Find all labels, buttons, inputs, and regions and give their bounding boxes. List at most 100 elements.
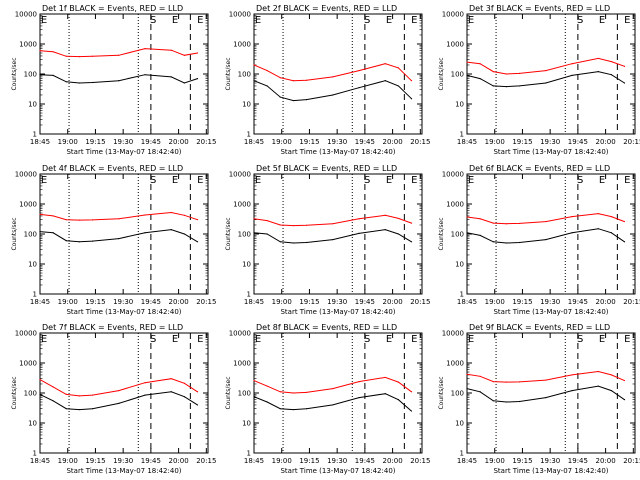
data-point — [292, 99, 294, 102]
y-tick-label: 1000 — [446, 201, 464, 209]
x-tick-label: 19:45 — [355, 298, 375, 306]
chart-panel-7: Det 7f BLACK = Events, RED = LLD 1 10 100 10… — [11, 323, 216, 475]
y-tick-label: 10000 — [229, 171, 251, 179]
data-point — [332, 388, 334, 390]
y-tick-label: 1 — [247, 131, 251, 139]
x-tick-label: 20:15 — [196, 138, 216, 146]
data-point — [279, 224, 281, 226]
y-tick-label: 10 — [455, 261, 464, 269]
data-point — [597, 71, 599, 73]
data-point — [305, 99, 308, 101]
event-marker-label: S — [577, 175, 583, 186]
x-tick-label: 18:45 — [30, 298, 50, 306]
x-tick-label: 19:15 — [512, 457, 532, 465]
event-marker-label: S — [577, 334, 583, 345]
data-point — [253, 80, 255, 82]
data-point — [78, 56, 80, 58]
x-tick-label: 19:45 — [568, 298, 588, 306]
data-point — [39, 378, 41, 381]
data-point — [623, 82, 626, 84]
data-point — [332, 239, 334, 241]
data-point — [397, 381, 399, 383]
data-point — [196, 219, 199, 221]
x-tick-label: 20:15 — [410, 457, 430, 465]
chart-title: Det 9f BLACK = Events, RED = LLD — [469, 323, 610, 332]
data-point — [52, 215, 54, 217]
data-point — [466, 388, 468, 390]
data-point — [266, 219, 268, 222]
data-point — [183, 82, 185, 84]
data-point — [292, 80, 294, 82]
x-tick-label: 19:00 — [58, 298, 78, 306]
plot-frame — [39, 13, 209, 135]
data-point — [183, 382, 185, 384]
data-point — [358, 69, 360, 72]
x-tick-label: 19:45 — [141, 457, 161, 465]
event-marker-label: E — [411, 15, 417, 26]
x-tick-label: 19:00 — [485, 298, 505, 306]
y-tick-label: 1 — [33, 450, 37, 458]
chart-panel-4: Det 4f BLACK = Events, RED = LLD 1 10 100 10… — [11, 164, 216, 316]
data-point — [610, 74, 612, 76]
data-point — [144, 232, 146, 234]
data-point — [144, 74, 146, 76]
data-point — [397, 85, 399, 87]
event-marker-label: S — [364, 15, 370, 26]
series-line-black — [39, 229, 198, 243]
data-point — [384, 229, 386, 231]
data-point — [505, 86, 507, 88]
data-point — [384, 393, 386, 395]
series-line-red — [39, 211, 198, 221]
x-tick-label: 19:45 — [568, 138, 588, 146]
data-point — [518, 72, 521, 74]
event-marker-label: E — [41, 15, 47, 26]
data-point — [623, 220, 626, 223]
data-point — [52, 74, 54, 76]
x-tick-label: 20:00 — [383, 138, 403, 146]
data-point — [52, 386, 54, 388]
chart-title: Det 8f BLACK = Events, RED = LLD — [256, 323, 397, 332]
data-point — [597, 212, 599, 215]
x-tick-label: 19:45 — [141, 138, 161, 146]
data-point — [91, 81, 94, 84]
event-marker-label: E — [624, 334, 630, 345]
data-point — [253, 64, 255, 66]
series-line-black — [39, 74, 198, 84]
plot-frame — [39, 332, 209, 454]
y-tick-label: 10000 — [229, 11, 251, 19]
data-point — [397, 67, 399, 69]
data-point — [183, 396, 185, 398]
plot-frame — [253, 173, 423, 295]
data-point — [266, 85, 268, 87]
data-point — [91, 394, 94, 396]
data-point — [518, 222, 521, 225]
y-tick-label: 100 — [24, 71, 37, 79]
data-point — [492, 400, 494, 402]
data-point — [65, 55, 67, 57]
x-tick-label: 19:15 — [85, 457, 105, 465]
series-line-red — [466, 213, 625, 225]
event-marker-label: S — [150, 15, 156, 26]
x-tick-label: 19:15 — [299, 298, 319, 306]
y-axis-label: Counts/sec — [438, 376, 445, 409]
data-point — [39, 393, 41, 395]
data-point — [52, 232, 54, 234]
data-point — [597, 370, 599, 373]
y-tick-label: 10000 — [442, 11, 464, 19]
data-point — [358, 87, 360, 89]
data-point — [410, 80, 413, 82]
data-point — [118, 238, 120, 240]
y-tick-label: 10 — [455, 420, 464, 428]
x-tick-label: 20:15 — [623, 298, 640, 306]
series-line-black — [253, 229, 412, 244]
event-marker-label: E — [386, 175, 392, 186]
y-tick-label: 1 — [33, 291, 37, 299]
data-point — [292, 392, 294, 394]
series-line-black — [466, 71, 625, 88]
y-tick-label: 10 — [28, 420, 37, 428]
y-tick-label: 1000 — [19, 360, 37, 368]
event-marker-label: S — [364, 175, 370, 186]
x-tick-label: 19:30 — [113, 457, 133, 465]
y-tick-label: 100 — [24, 390, 37, 398]
data-point — [78, 241, 80, 243]
